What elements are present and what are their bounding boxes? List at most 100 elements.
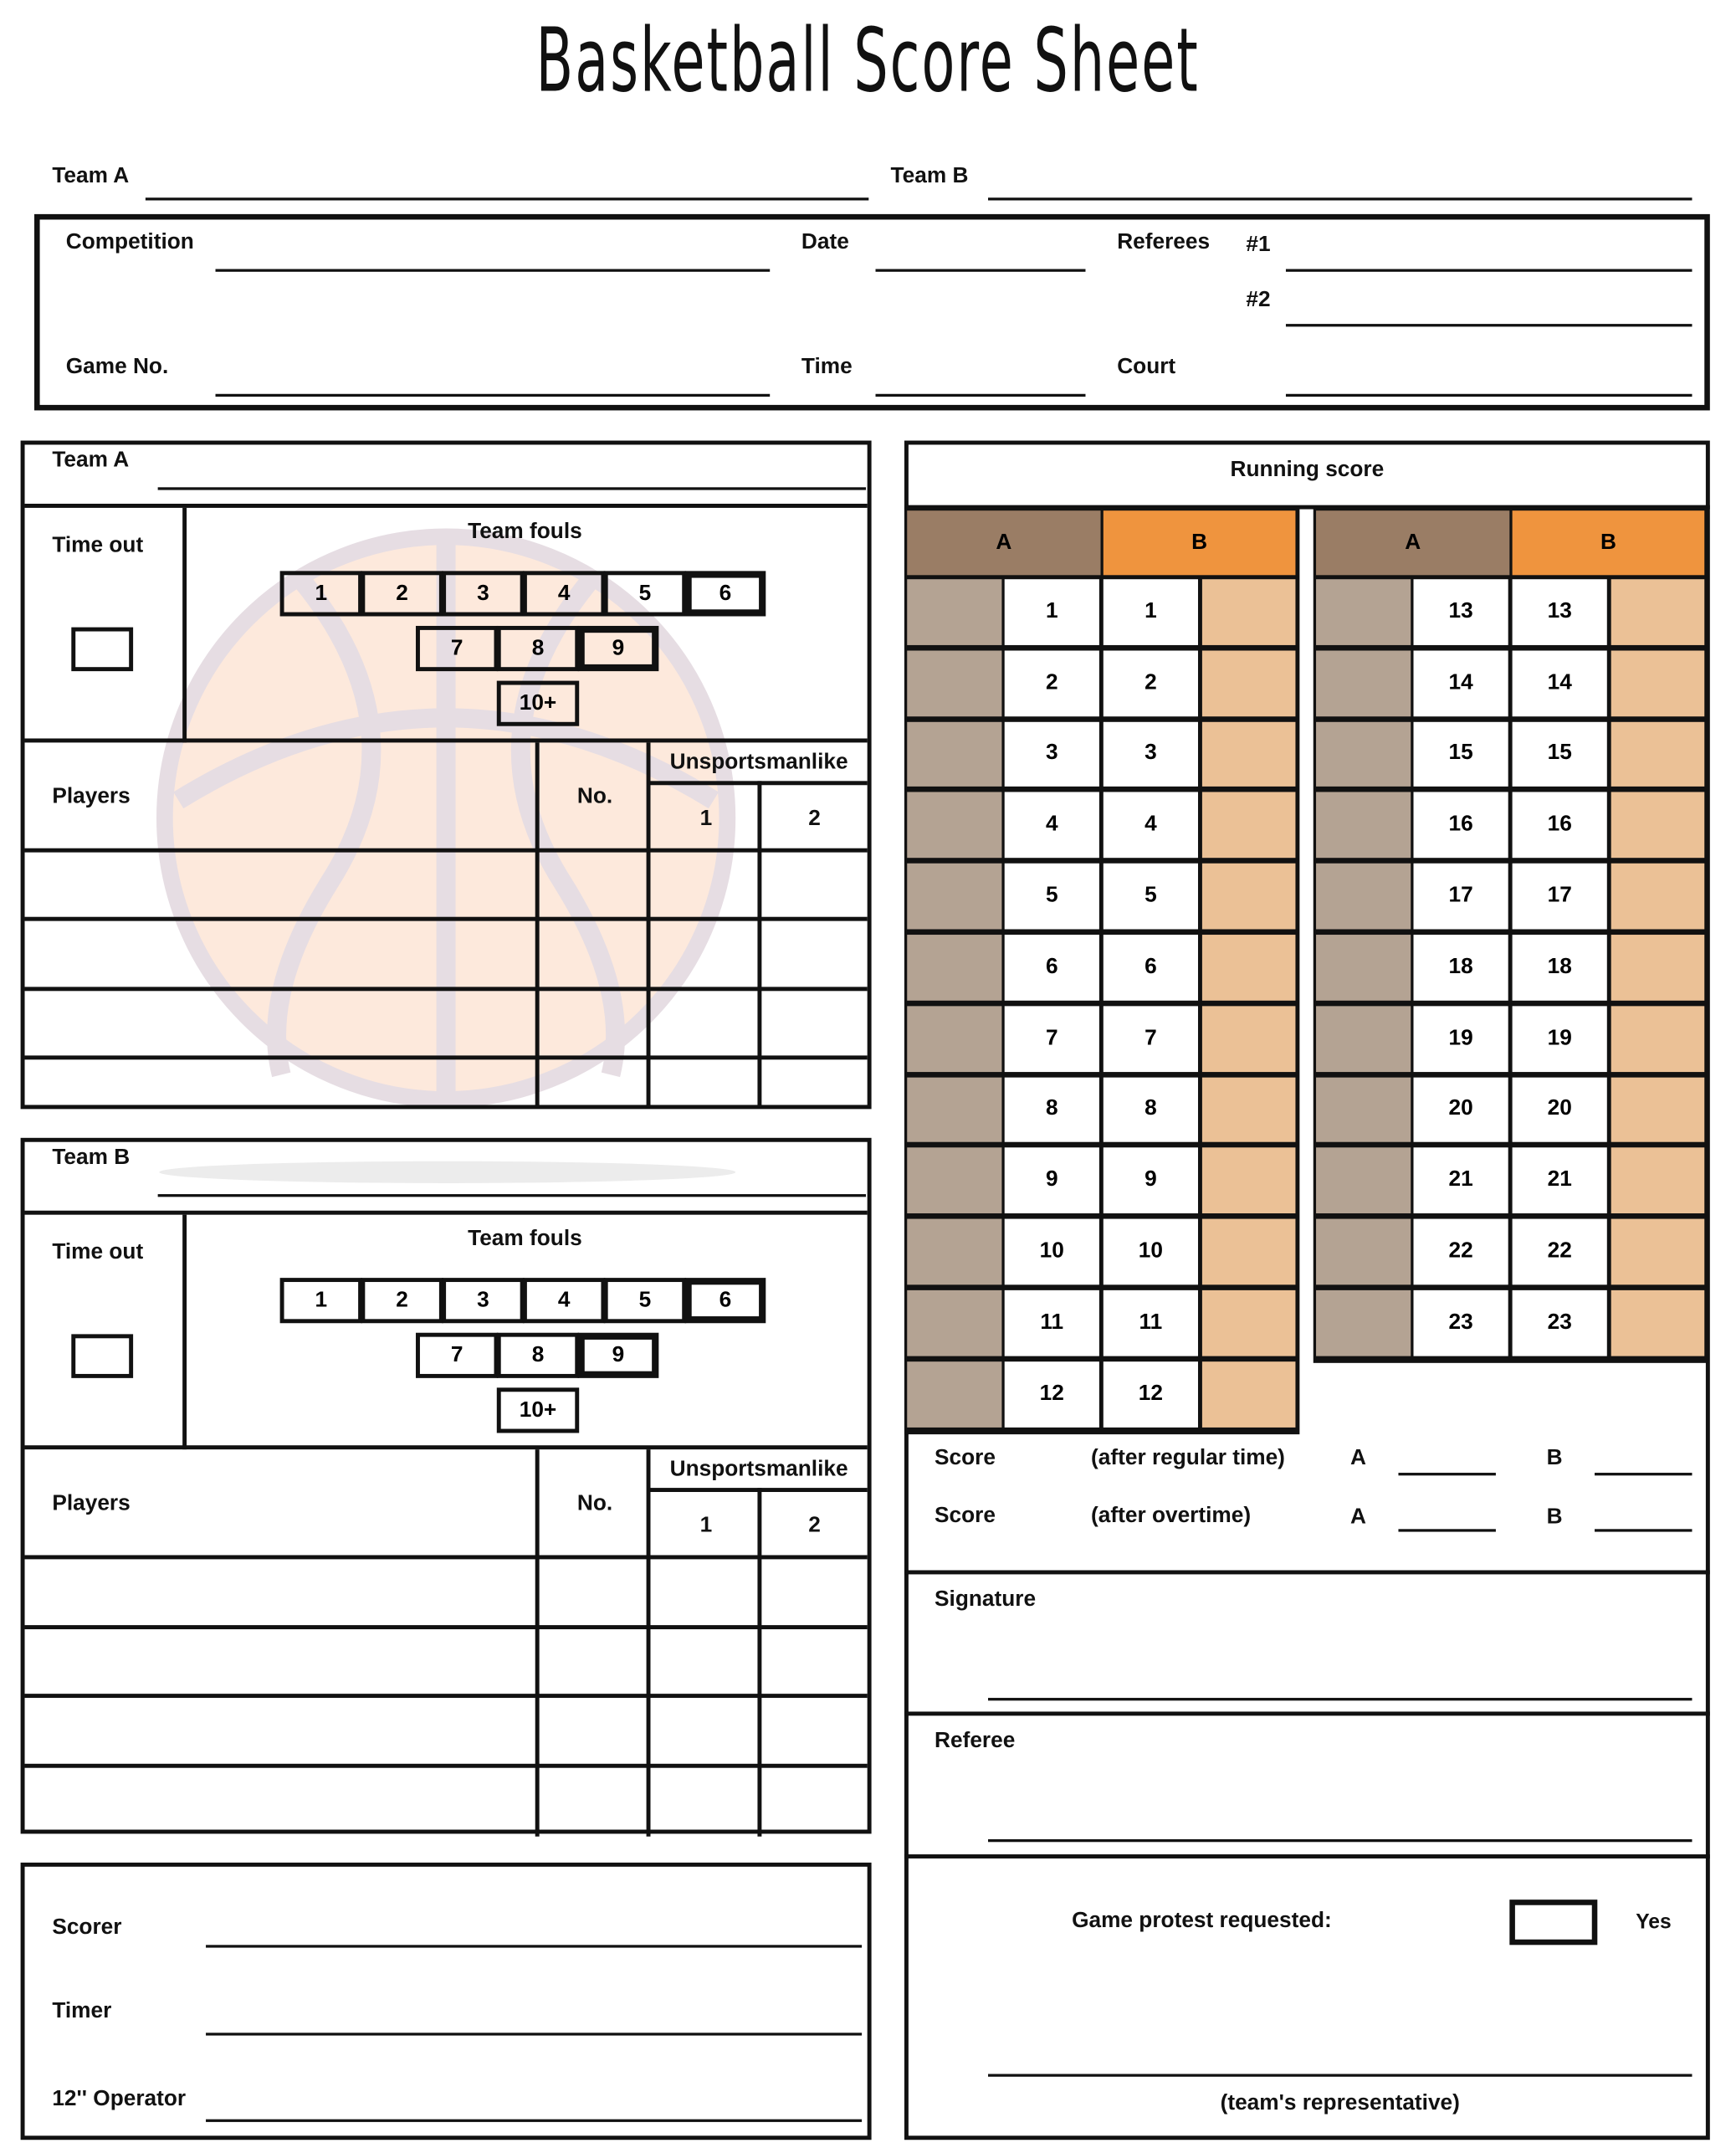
player-name-cell[interactable] (25, 991, 535, 1055)
team-b-name-field[interactable] (988, 197, 1692, 201)
team-b-mark-cell[interactable] (1201, 721, 1296, 787)
team-a-mark-cell[interactable] (907, 721, 1002, 787)
player-number-cell[interactable] (540, 1559, 647, 1625)
team-a-mark-cell[interactable] (907, 1218, 1002, 1285)
team-b-mark-cell[interactable] (1201, 1361, 1296, 1428)
team-b-mark-cell[interactable] (1201, 650, 1296, 716)
player-name-cell[interactable] (25, 1059, 535, 1103)
team-a-mark-cell[interactable] (907, 1147, 1002, 1214)
team-b-mark-cell[interactable] (1201, 1006, 1296, 1072)
team-foul-box[interactable]: 6 (684, 571, 766, 617)
team-foul-box[interactable]: 10+ (496, 1387, 580, 1433)
unsportsmanlike-2-cell[interactable] (761, 1768, 867, 1833)
player-number-cell[interactable] (540, 1629, 647, 1694)
team-a-mark-cell[interactable] (1316, 792, 1411, 859)
player-number-cell[interactable] (540, 1698, 647, 1764)
referee-signature-field[interactable] (988, 1839, 1692, 1843)
player-name-cell[interactable] (25, 921, 535, 987)
player-name-cell[interactable] (25, 1768, 535, 1833)
unsportsmanlike-1-cell[interactable] (651, 1629, 758, 1694)
team-foul-box[interactable]: 4 (522, 571, 606, 617)
team-b-mark-cell[interactable] (1611, 650, 1705, 716)
unsportsmanlike-1-cell[interactable] (651, 1059, 758, 1103)
referee-1-field[interactable] (1285, 269, 1692, 272)
team-foul-box[interactable]: 3 (442, 571, 525, 617)
team-a-mark-cell[interactable] (907, 1076, 1002, 1143)
team-foul-box[interactable]: 8 (496, 1332, 580, 1378)
team-a-mark-cell[interactable] (1316, 864, 1411, 930)
team-b-mark-cell[interactable] (1611, 792, 1705, 859)
unsportsmanlike-2-cell[interactable] (761, 921, 867, 987)
team-b-mark-cell[interactable] (1201, 1289, 1296, 1356)
team-foul-box[interactable]: 3 (442, 1278, 525, 1324)
team-foul-box[interactable]: 7 (416, 1332, 499, 1378)
team-b-mark-cell[interactable] (1611, 1006, 1705, 1072)
team-b-mark-cell[interactable] (1201, 579, 1296, 645)
protest-checkbox[interactable] (1509, 1899, 1598, 1946)
team-foul-box[interactable]: 8 (496, 625, 580, 672)
unsportsmanlike-1-cell[interactable] (651, 1559, 758, 1625)
team-a-mark-cell[interactable] (907, 1289, 1002, 1356)
team-name-field[interactable] (157, 1194, 867, 1197)
unsportsmanlike-1-cell[interactable] (651, 1698, 758, 1764)
unsportsmanlike-2-cell[interactable] (761, 1059, 867, 1103)
competition-field[interactable] (215, 269, 771, 272)
team-b-mark-cell[interactable] (1611, 864, 1705, 930)
team-a-mark-cell[interactable] (907, 1361, 1002, 1428)
player-number-cell[interactable] (540, 1768, 647, 1833)
representative-field[interactable] (988, 2074, 1692, 2077)
team-foul-box[interactable]: 7 (416, 625, 499, 672)
team-b-mark-cell[interactable] (1611, 721, 1705, 787)
team-foul-box[interactable]: 4 (522, 1278, 606, 1324)
unsportsmanlike-1-cell[interactable] (651, 1768, 758, 1833)
team-b-mark-cell[interactable] (1611, 1076, 1705, 1143)
team-b-mark-cell[interactable] (1611, 1218, 1705, 1285)
team-foul-box[interactable]: 5 (603, 1278, 687, 1324)
scorer-field[interactable] (206, 1945, 863, 1948)
team-a-mark-cell[interactable] (1316, 650, 1411, 716)
team-foul-box[interactable]: 6 (684, 1278, 766, 1324)
team-a-mark-cell[interactable] (907, 935, 1002, 1001)
team-b-mark-cell[interactable] (1611, 1289, 1705, 1356)
team-b-mark-cell[interactable] (1201, 935, 1296, 1001)
player-name-cell[interactable] (25, 1698, 535, 1764)
team-a-mark-cell[interactable] (907, 579, 1002, 645)
court-field[interactable] (1285, 393, 1692, 397)
score-overtime-a-field[interactable] (1398, 1529, 1496, 1532)
unsportsmanlike-2-cell[interactable] (761, 1629, 867, 1694)
player-name-cell[interactable] (25, 1559, 535, 1625)
unsportsmanlike-2-cell[interactable] (761, 1559, 867, 1625)
team-a-mark-cell[interactable] (1316, 1218, 1411, 1285)
score-overtime-b-field[interactable] (1595, 1529, 1692, 1532)
team-foul-box[interactable]: 9 (577, 1332, 659, 1378)
player-number-cell[interactable] (540, 991, 647, 1055)
team-a-mark-cell[interactable] (1316, 1147, 1411, 1214)
team-foul-box[interactable]: 1 (279, 571, 363, 617)
team-foul-box[interactable]: 1 (279, 1278, 363, 1324)
team-a-mark-cell[interactable] (907, 864, 1002, 930)
team-foul-box[interactable]: 2 (361, 1278, 443, 1324)
team-b-mark-cell[interactable] (1201, 792, 1296, 859)
unsportsmanlike-2-cell[interactable] (761, 853, 867, 917)
referee-2-field[interactable] (1285, 324, 1692, 327)
team-foul-box[interactable]: 10+ (496, 680, 580, 726)
unsportsmanlike-2-cell[interactable] (761, 991, 867, 1055)
unsportsmanlike-1-cell[interactable] (651, 853, 758, 917)
team-a-mark-cell[interactable] (1316, 1289, 1411, 1356)
signature-field[interactable] (988, 1698, 1692, 1701)
timer-field[interactable] (206, 2033, 863, 2036)
team-b-mark-cell[interactable] (1201, 864, 1296, 930)
team-a-mark-cell[interactable] (907, 792, 1002, 859)
score-regular-a-field[interactable] (1398, 1473, 1496, 1476)
time-field[interactable] (875, 393, 1086, 397)
player-name-cell[interactable] (25, 1629, 535, 1694)
time-out-checkbox[interactable] (71, 1334, 134, 1378)
team-b-mark-cell[interactable] (1611, 579, 1705, 645)
team-b-mark-cell[interactable] (1611, 1147, 1705, 1214)
team-name-field[interactable] (157, 487, 867, 490)
unsportsmanlike-1-cell[interactable] (651, 921, 758, 987)
team-b-mark-cell[interactable] (1201, 1218, 1296, 1285)
player-number-cell[interactable] (540, 853, 647, 917)
team-foul-box[interactable]: 5 (603, 571, 687, 617)
score-regular-b-field[interactable] (1595, 1473, 1692, 1476)
